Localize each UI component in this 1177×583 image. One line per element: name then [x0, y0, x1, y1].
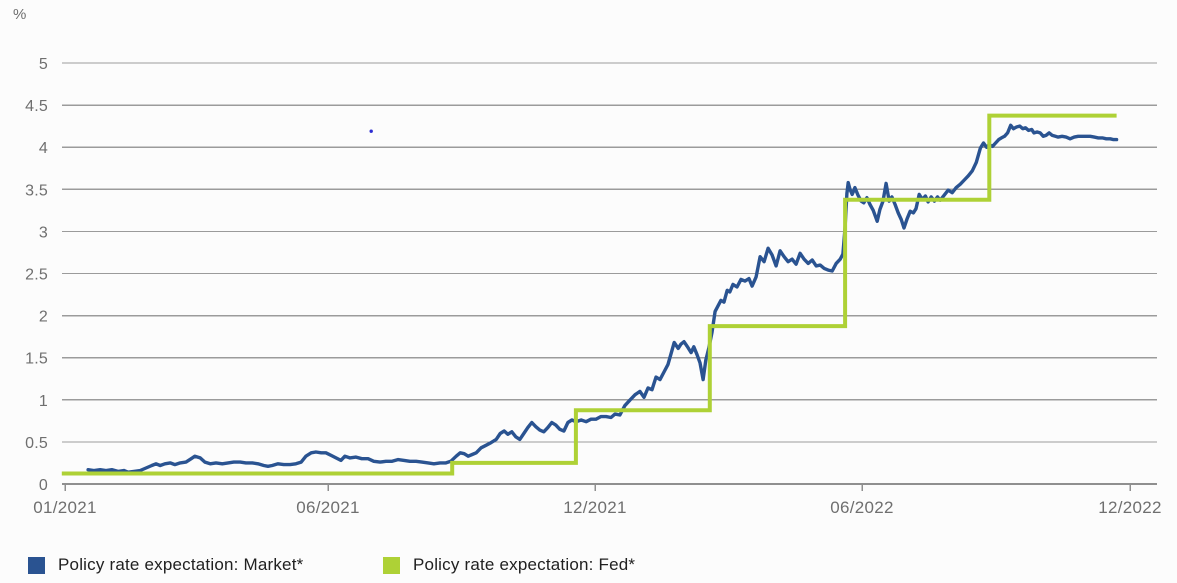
data-series — [61, 113, 1119, 476]
svg-text:5: 5 — [39, 56, 48, 73]
stray-data-point-artifact — [369, 129, 373, 133]
svg-text:1: 1 — [39, 393, 48, 410]
fed-expectation-line — [61, 113, 1117, 476]
fed-legend-label: Policy rate expectation: Fed* — [413, 555, 636, 574]
market-series-swatch — [28, 556, 45, 574]
svg-text:4: 4 — [39, 140, 48, 157]
svg-text:12/2022: 12/2022 — [1098, 498, 1162, 517]
svg-text:06/2021: 06/2021 — [296, 498, 360, 517]
svg-text:01/2021: 01/2021 — [33, 498, 97, 517]
svg-text:2.5: 2.5 — [25, 267, 48, 284]
x-axis: 01/2021 06/2021 12/2021 06/2022 12/2022 — [33, 483, 1162, 517]
legend-item-market: Policy rate expectation: Market* — [28, 555, 303, 575]
gridlines — [62, 62, 1157, 443]
svg-text:3: 3 — [39, 224, 48, 241]
svg-text:1.5: 1.5 — [25, 351, 48, 368]
y-axis-tick-labels: 0 0.5 1 1.5 2 2.5 3 3.5 4 4.5 5 — [25, 56, 48, 494]
market-expectation-line — [86, 123, 1119, 474]
market-legend-label: Policy rate expectation: Market* — [58, 555, 304, 574]
svg-text:0.5: 0.5 — [25, 435, 48, 452]
fed-series-swatch — [383, 556, 400, 574]
svg-text:12/2021: 12/2021 — [563, 498, 627, 517]
svg-text:06/2022: 06/2022 — [830, 498, 894, 517]
svg-text:2: 2 — [39, 309, 48, 326]
svg-text:3.5: 3.5 — [25, 182, 48, 199]
legend: Policy rate expectation: Market* Policy … — [0, 555, 1177, 575]
legend-item-fed: Policy rate expectation: Fed* — [383, 555, 635, 575]
svg-text:0: 0 — [39, 477, 48, 494]
svg-text:4.5: 4.5 — [25, 98, 48, 115]
y-axis-unit-label: % — [13, 6, 27, 23]
